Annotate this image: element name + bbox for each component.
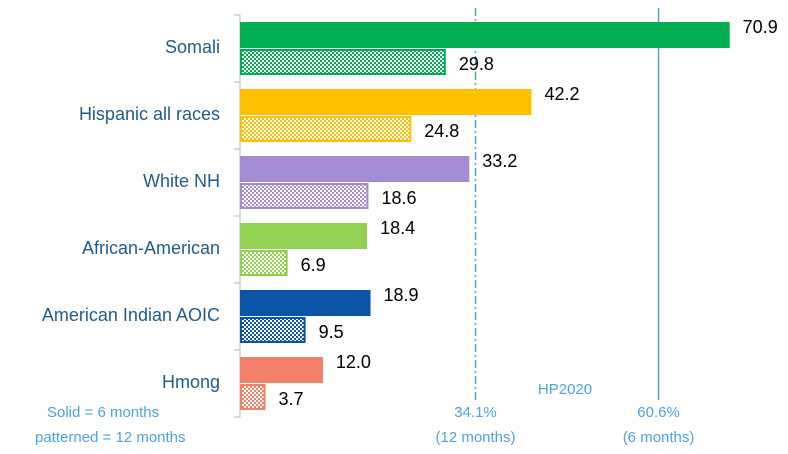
- reference-label: 60.6%: [637, 404, 680, 421]
- bar: [240, 317, 306, 343]
- bar: [240, 384, 266, 410]
- category-label: American Indian AOIC: [42, 305, 220, 325]
- value-label: 29.8: [459, 54, 494, 74]
- value-label: 18.6: [381, 188, 416, 208]
- legend-entry: Solid = 6 months: [47, 404, 159, 421]
- value-label: 42.2: [544, 84, 579, 104]
- bar: [240, 116, 412, 142]
- reference-sublabel: (12 months): [435, 429, 515, 446]
- bar: [240, 357, 323, 383]
- value-label: 12.0: [336, 352, 371, 372]
- value-label: 6.9: [301, 255, 326, 275]
- category-label: African-American: [82, 238, 220, 258]
- bar: [240, 156, 470, 182]
- value-label: 18.9: [384, 285, 419, 305]
- reference-title: HP2020: [538, 381, 592, 398]
- legend-entry: patterned = 12 months: [35, 429, 186, 446]
- value-label: 33.2: [482, 151, 517, 171]
- category-label: White NH: [143, 171, 220, 191]
- category-label: Hispanic all races: [79, 104, 220, 124]
- value-label: 70.9: [743, 17, 778, 37]
- value-label: 18.4: [380, 218, 415, 238]
- bar: [240, 250, 288, 276]
- value-label: 9.5: [319, 322, 344, 342]
- category-label: Somali: [165, 37, 220, 57]
- bar: [240, 49, 446, 75]
- bar: [240, 290, 371, 316]
- reference-sublabel: (6 months): [623, 429, 695, 446]
- bar: [240, 183, 369, 209]
- value-label: 3.7: [279, 389, 304, 409]
- bar: [240, 22, 730, 48]
- value-label: 24.8: [424, 121, 459, 141]
- reference-label: 34.1%: [454, 404, 497, 421]
- category-label: Hmong: [162, 372, 220, 392]
- bar: [240, 89, 532, 115]
- bar: [240, 223, 368, 249]
